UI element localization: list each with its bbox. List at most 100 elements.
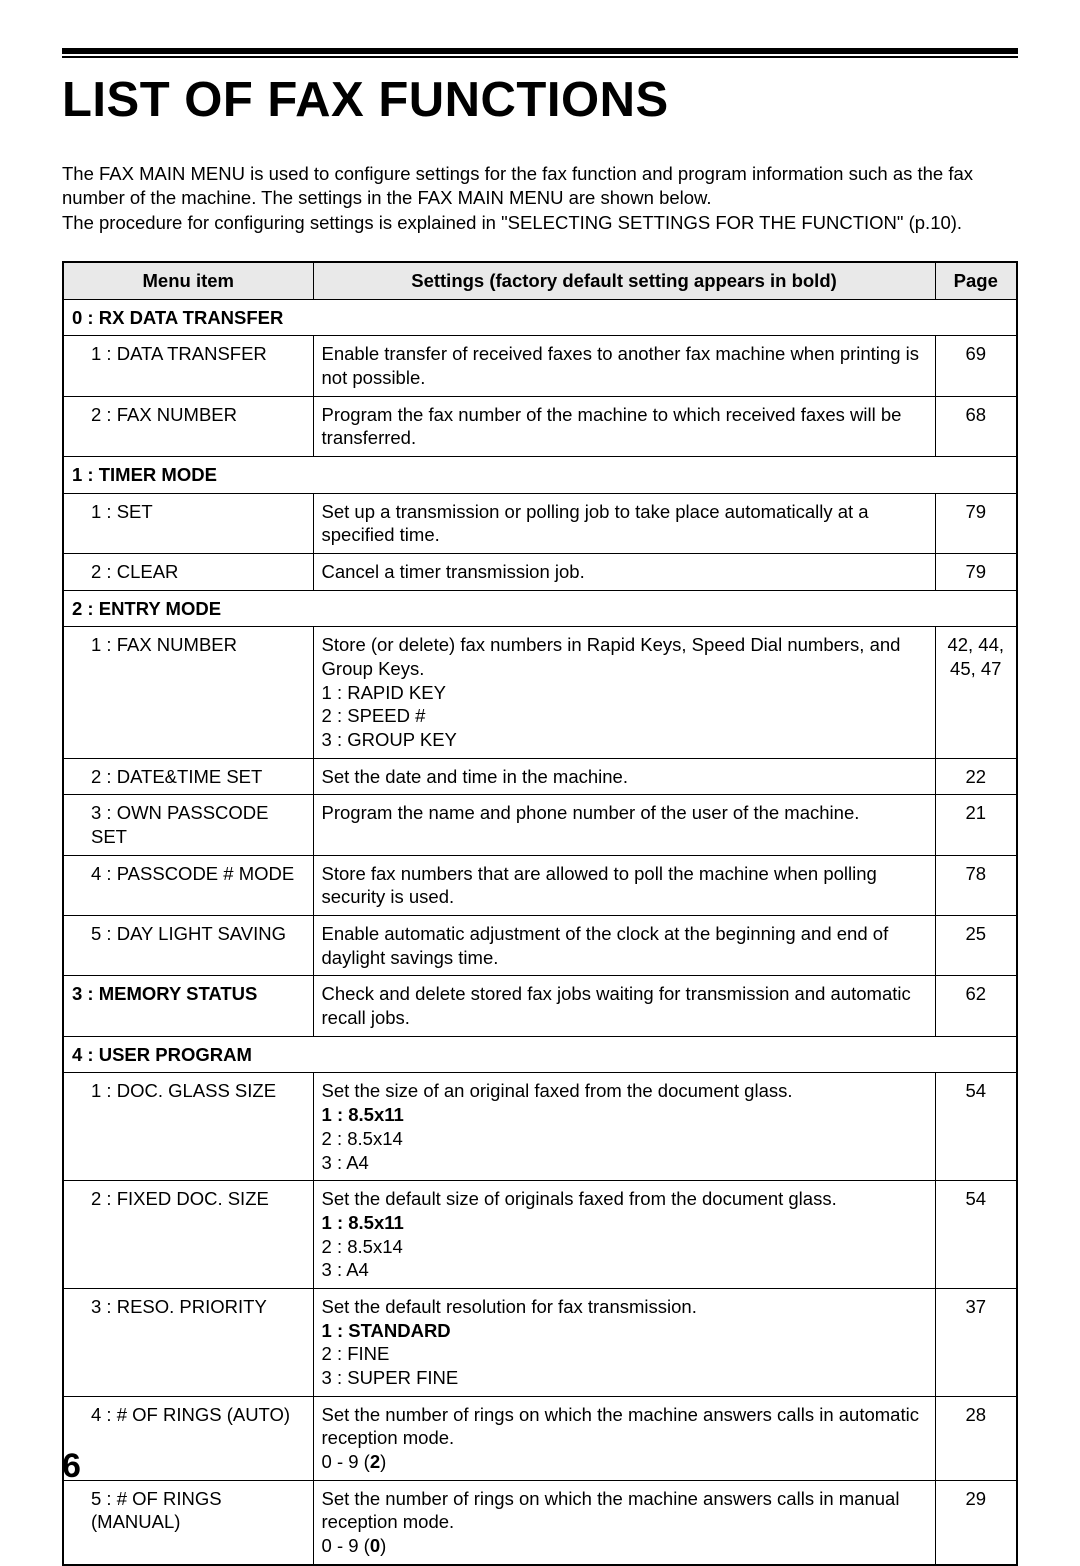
page-cell: 29 [935,1480,1017,1565]
page: LIST OF FAX FUNCTIONS The FAX MAIN MENU … [0,0,1080,1528]
table-row: 2 : FIXED DOC. SIZE Set the default size… [63,1181,1017,1289]
table-row: 1 : SET Set up a transmission or polling… [63,493,1017,553]
settings-bold: 0 [370,1535,380,1556]
settings-line: 3 : GROUP KEY [322,729,457,750]
table-row: 3 : OWN PASSCODE SET Program the name an… [63,795,1017,855]
fax-table: Menu item Settings (factory default sett… [62,261,1018,1566]
page-cell: 62 [935,976,1017,1036]
settings-cell: Store fax numbers that are allowed to po… [313,855,935,915]
menu-cell: 1 : FAX NUMBER [89,627,313,758]
settings-bold: 2 [370,1451,380,1472]
settings-bold: 1 : 8.5x11 [322,1212,404,1233]
settings-bold: 1 : 8.5x11 [322,1104,404,1125]
spacer-cell [63,795,89,855]
section-title: 4 : USER PROGRAM [63,1036,1017,1073]
menu-cell: 3 : RESO. PRIORITY [89,1288,313,1396]
page-cell: 79 [935,554,1017,591]
page-cell: 79 [935,493,1017,553]
page-number: 6 [62,1447,81,1486]
menu-cell: 2 : CLEAR [89,554,313,591]
settings-line: 3 : SUPER FINE [322,1367,459,1388]
settings-inline: 0 - 9 ( [322,1535,370,1556]
menu-cell: 4 : # OF RINGS (AUTO) [89,1396,313,1480]
menu-cell: 5 : DAY LIGHT SAVING [89,916,313,976]
settings-cell: Set the default resolution for fax trans… [313,1288,935,1396]
page-cell: 37 [935,1288,1017,1396]
spacer-cell [63,916,89,976]
menu-cell: 1 : SET [89,493,313,553]
menu-cell: 2 : DATE&TIME SET [89,758,313,795]
settings-line: 1 : RAPID KEY [322,682,446,703]
section-row: 3 : MEMORY STATUS Check and delete store… [63,976,1017,1036]
spacer-cell [63,493,89,553]
settings-cell: Program the name and phone number of the… [313,795,935,855]
section-title: 3 : MEMORY STATUS [63,976,313,1036]
page-cell: 22 [935,758,1017,795]
table-row: 1 : DOC. GLASS SIZE Set the size of an o… [63,1073,1017,1181]
settings-cell: Store (or delete) fax numbers in Rapid K… [313,627,935,758]
table-row: 4 : # OF RINGS (AUTO) Set the number of … [63,1396,1017,1480]
page-cell: 78 [935,855,1017,915]
settings-line: Set the default size of originals faxed … [322,1188,837,1209]
page-cell: 21 [935,795,1017,855]
th-settings: Settings (factory default setting appear… [313,262,935,299]
settings-cell: Set the default size of originals faxed … [313,1181,935,1289]
spacer-cell [63,1480,89,1565]
section-title: 2 : ENTRY MODE [63,590,1017,627]
table-row: 1 : DATA TRANSFER Enable transfer of rec… [63,336,1017,396]
menu-cell: 2 : FIXED DOC. SIZE [89,1181,313,1289]
settings-cell: Set the number of rings on which the mac… [313,1480,935,1565]
menu-cell: 3 : OWN PASSCODE SET [89,795,313,855]
settings-cell: Cancel a timer transmission job. [313,554,935,591]
table-row: 5 : DAY LIGHT SAVING Enable automatic ad… [63,916,1017,976]
table-row: 4 : PASSCODE # MODE Store fax numbers th… [63,855,1017,915]
settings-line: Set the number of rings on which the mac… [322,1404,919,1449]
section-title: 0 : RX DATA TRANSFER [63,299,1017,336]
menu-cell: 1 : DATA TRANSFER [89,336,313,396]
spacer-cell [63,627,89,758]
spacer-cell [63,1288,89,1396]
spacer-cell [63,855,89,915]
settings-cell: Set the size of an original faxed from t… [313,1073,935,1181]
rule-thin [62,56,1018,58]
intro-p1: The FAX MAIN MENU is used to configure s… [62,162,1018,209]
table-row: 2 : FAX NUMBER Program the fax number of… [63,396,1017,456]
settings-inline: ) [380,1451,386,1472]
section-row: 4 : USER PROGRAM [63,1036,1017,1073]
section-row: 1 : TIMER MODE [63,457,1017,494]
settings-line: Store (or delete) fax numbers in Rapid K… [322,634,901,679]
table-row: 2 : DATE&TIME SET Set the date and time … [63,758,1017,795]
menu-cell: 5 : # OF RINGS (MANUAL) [89,1480,313,1565]
settings-line: 2 : 8.5x14 [322,1128,403,1149]
table-row: 5 : # OF RINGS (MANUAL) Set the number o… [63,1480,1017,1565]
settings-line: 2 : 8.5x14 [322,1236,403,1257]
spacer-cell [63,758,89,795]
table-header-row: Menu item Settings (factory default sett… [63,262,1017,299]
settings-cell: Check and delete stored fax jobs waiting… [313,976,935,1036]
spacer-cell [63,1073,89,1181]
page-line: 42, 44, [947,634,1004,655]
settings-line: 3 : A4 [322,1152,369,1173]
page-cell: 69 [935,336,1017,396]
settings-inline: 0 - 9 ( [322,1451,370,1472]
rule-thick [62,48,1018,54]
page-line: 45, 47 [950,658,1001,679]
th-page: Page [935,262,1017,299]
settings-inline: ) [380,1535,386,1556]
settings-cell: Set the date and time in the machine. [313,758,935,795]
spacer-cell [63,336,89,396]
settings-line: Set the size of an original faxed from t… [322,1080,793,1101]
page-cell: 25 [935,916,1017,976]
table-row: 1 : FAX NUMBER Store (or delete) fax num… [63,627,1017,758]
settings-line: Set the number of rings on which the mac… [322,1488,900,1533]
spacer-cell [63,396,89,456]
spacer-cell [63,1181,89,1289]
page-cell: 68 [935,396,1017,456]
section-row: 2 : ENTRY MODE [63,590,1017,627]
settings-line: 2 : SPEED # [322,705,426,726]
settings-line: 2 : FINE [322,1343,390,1364]
intro-p2: The procedure for configuring settings i… [62,211,1018,235]
page-cell: 54 [935,1073,1017,1181]
page-cell: 54 [935,1181,1017,1289]
section-row: 0 : RX DATA TRANSFER [63,299,1017,336]
